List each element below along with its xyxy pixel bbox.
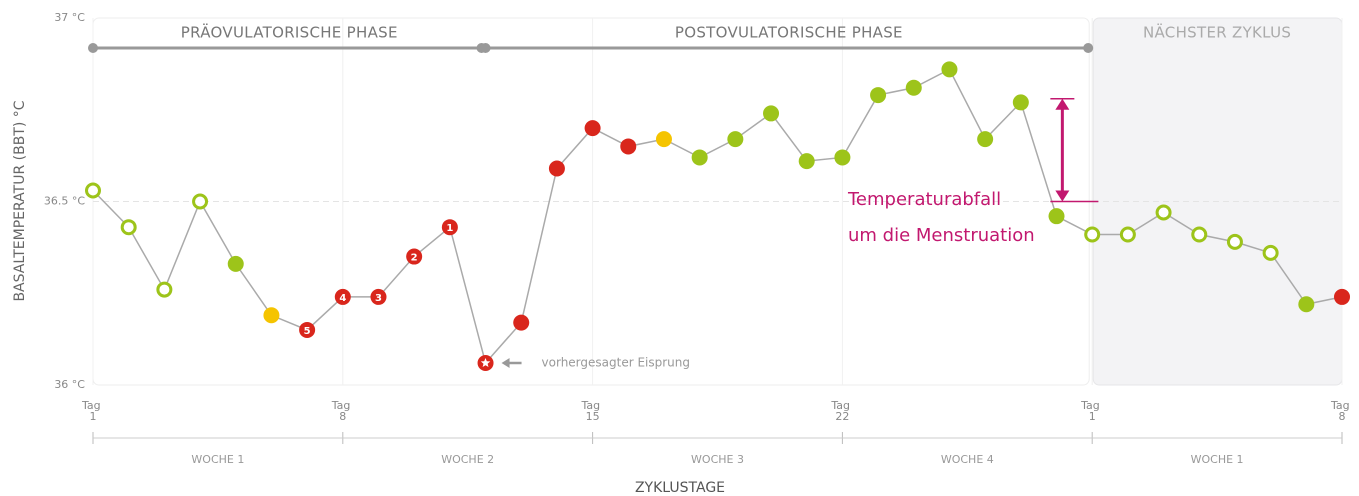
arrow-head (1055, 190, 1070, 202)
phase-dot (1083, 43, 1094, 53)
week-label: WOCHE 1 (191, 453, 244, 466)
point (299, 321, 316, 338)
y-axis-label: BASALTEMPERATUR (BBT) °C (12, 100, 28, 301)
point (1226, 233, 1243, 250)
star-icon (480, 358, 491, 367)
week-label: WOCHE 3 (691, 453, 744, 466)
annotation: vorhergesagter Eisprung (542, 355, 690, 369)
x-tick-label: Tag 1 (1080, 399, 1103, 423)
point (1334, 288, 1350, 305)
point (727, 131, 744, 148)
point (441, 219, 458, 236)
x-tick-label: Tag 8 (331, 399, 354, 423)
point-label: 2 (411, 253, 418, 264)
x-axis-label: ZYKLUSTAGE (635, 480, 725, 496)
point (691, 149, 708, 166)
point (977, 131, 994, 148)
point (763, 105, 780, 122)
point (548, 160, 565, 177)
point (798, 153, 815, 170)
point (1084, 226, 1101, 243)
arrow-head (501, 357, 510, 368)
phase-label: POSTOVULATORISCHE PHASE (675, 24, 903, 42)
phase-dot (88, 43, 98, 53)
point-label: 1 (446, 223, 453, 234)
point (1048, 208, 1065, 225)
phase-label: NÄCHSTER ZYKLUS (1143, 23, 1291, 42)
week-label: WOCHE 2 (441, 453, 494, 466)
point (1119, 226, 1136, 243)
point (513, 314, 530, 331)
x-tick-label: Tag 8 (1330, 399, 1353, 423)
point (941, 61, 958, 78)
x-tick-label: Tag 1 (81, 399, 104, 423)
point (905, 79, 922, 96)
y-tick-label: 37 °C (54, 11, 85, 24)
point (85, 182, 101, 199)
week-label: WOCHE 1 (1191, 453, 1244, 466)
y-tick-label: 36 °C (54, 378, 85, 391)
annotation: Temperaturabfall (847, 189, 1001, 210)
point (1155, 204, 1172, 221)
point (120, 219, 137, 236)
point-label: 5 (304, 326, 311, 337)
point (263, 307, 280, 324)
point (655, 131, 672, 148)
point (334, 288, 351, 305)
annotation: um die Menstruation (848, 225, 1035, 246)
point (156, 281, 173, 298)
point-label: 3 (375, 293, 382, 304)
arrow-head (1055, 98, 1070, 110)
point (192, 193, 209, 210)
point (406, 248, 423, 265)
point (1262, 244, 1279, 261)
phase-label: PRÄOVULATORISCHE PHASE (181, 23, 398, 42)
point (834, 149, 851, 166)
point (227, 255, 244, 272)
phase-dot (480, 43, 491, 53)
y-tick-label: 36.5 °C (44, 195, 85, 208)
point (1012, 94, 1029, 111)
point-label: 4 (339, 293, 346, 304)
x-tick-label: Tag 15 (581, 399, 604, 423)
point (1191, 226, 1208, 243)
point (620, 138, 637, 155)
point (370, 288, 387, 305)
point (1298, 296, 1315, 313)
point (584, 120, 601, 137)
point (870, 87, 887, 104)
week-label: WOCHE 4 (941, 453, 994, 466)
x-tick-label: Tag 22 (830, 399, 853, 423)
